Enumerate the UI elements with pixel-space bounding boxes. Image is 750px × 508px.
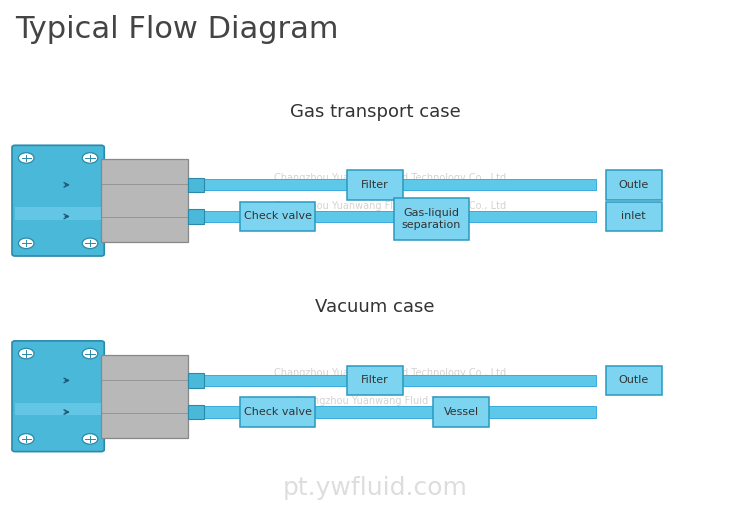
Circle shape	[82, 153, 98, 163]
Bar	[606, 170, 662, 200]
Text: Check valve: Check valve	[244, 211, 311, 221]
Bar	[346, 366, 403, 395]
Bar	[240, 202, 315, 231]
Bar	[101, 159, 188, 242]
Text: Changzhou Yuanwang Fluid Technology: Changzhou Yuanwang Fluid Technology	[294, 396, 486, 406]
Text: Changzhou Yuanwang Fluid Technology Co., Ltd: Changzhou Yuanwang Fluid Technology Co.,…	[274, 173, 506, 183]
Bar	[433, 397, 489, 427]
Text: Vacuum case: Vacuum case	[315, 298, 435, 316]
Circle shape	[19, 348, 34, 359]
Bar	[606, 202, 662, 231]
Text: Changzhou Yuanwang Fluid Technology Co., Ltd: Changzhou Yuanwang Fluid Technology Co.,…	[274, 368, 506, 378]
Circle shape	[19, 238, 34, 248]
Text: Changzhou Yuanwang Fluid Technology Co., Ltd: Changzhou Yuanwang Fluid Technology Co.,…	[274, 201, 506, 211]
Circle shape	[82, 238, 98, 248]
Text: Filter: Filter	[362, 180, 388, 190]
Text: Check valve: Check valve	[244, 407, 311, 417]
Bar	[188, 178, 204, 192]
Bar	[394, 198, 469, 240]
Text: pt.ywfluid.com: pt.ywfluid.com	[283, 475, 467, 500]
Circle shape	[82, 434, 98, 444]
FancyBboxPatch shape	[12, 145, 104, 256]
Bar	[188, 209, 204, 224]
Text: Vessel: Vessel	[444, 407, 478, 417]
Text: Filter: Filter	[362, 375, 388, 386]
Bar	[15, 403, 101, 416]
Text: Outle: Outle	[619, 180, 649, 190]
Text: Gas-liquid
separation: Gas-liquid separation	[401, 208, 461, 230]
Circle shape	[82, 348, 98, 359]
Bar	[204, 211, 596, 222]
Bar	[346, 170, 403, 200]
Bar	[188, 373, 204, 388]
Text: Outle: Outle	[619, 375, 649, 386]
Bar	[204, 406, 596, 418]
Bar	[204, 375, 596, 386]
Bar	[240, 397, 315, 427]
Bar	[188, 405, 204, 419]
Bar	[101, 355, 188, 438]
Bar	[204, 179, 596, 190]
Text: Typical Flow Diagram: Typical Flow Diagram	[15, 15, 338, 44]
Text: inlet: inlet	[622, 211, 646, 221]
Bar	[606, 366, 662, 395]
FancyBboxPatch shape	[12, 341, 104, 452]
Circle shape	[19, 153, 34, 163]
Bar	[15, 207, 101, 220]
Text: Gas transport case: Gas transport case	[290, 103, 460, 121]
Circle shape	[19, 434, 34, 444]
